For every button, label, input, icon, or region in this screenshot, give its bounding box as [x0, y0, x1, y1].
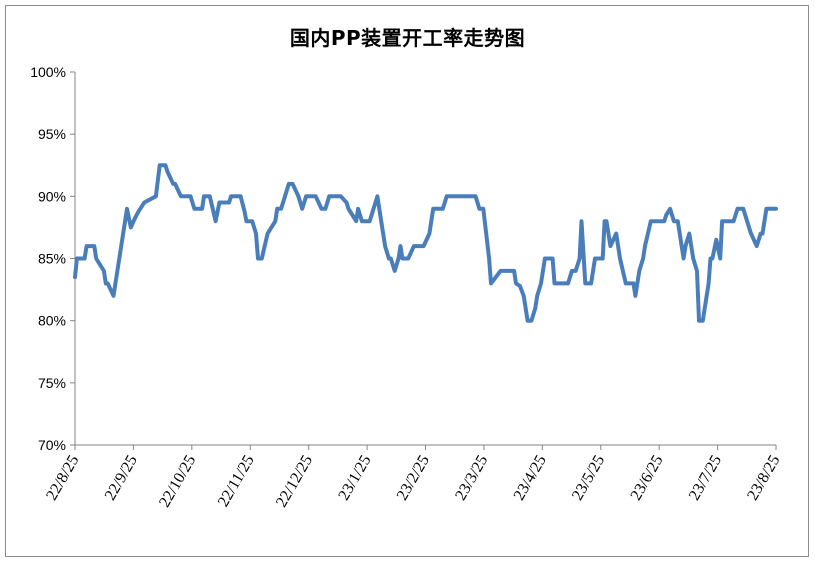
x-tick-label: 23/4/25 [511, 453, 550, 504]
x-tick-label: 22/10/25 [156, 453, 199, 511]
x-tick-label: 22/11/25 [215, 453, 258, 510]
x-tick-label: 23/2/25 [394, 453, 433, 504]
x-tick-label: 22/12/25 [273, 453, 316, 511]
y-tick-label: 70% [38, 437, 66, 453]
x-axis: 22/8/25 22/9/25 22/10/25 22/11/25 22/12/25 23… [43, 444, 783, 511]
y-tick-label: 100% [30, 64, 66, 80]
chart-title: 国内PP装置开工率走势图 [289, 26, 526, 50]
y-tick-label: 90% [38, 188, 66, 204]
series-line [73, 163, 778, 323]
y-tick-label: 80% [38, 313, 66, 329]
y-axis: 70% 75% 80% 85% 90% 95% 100% [30, 64, 76, 453]
y-tick-label: 85% [38, 251, 66, 267]
x-tick-label: 23/1/25 [335, 453, 374, 504]
chart-frame [5, 5, 809, 557]
x-tick-label: 22/8/25 [43, 453, 82, 504]
y-tick-label: 95% [38, 126, 66, 142]
x-tick-label: 23/8/25 [744, 453, 783, 504]
x-tick-label: 22/9/25 [102, 453, 141, 504]
x-tick-label: 23/7/25 [686, 453, 725, 504]
x-tick-label: 23/6/25 [627, 453, 666, 504]
y-tick-label: 75% [38, 375, 66, 391]
x-tick-label: 23/5/25 [569, 453, 608, 504]
series-group [73, 163, 778, 323]
x-tick-label: 23/3/25 [452, 452, 491, 503]
